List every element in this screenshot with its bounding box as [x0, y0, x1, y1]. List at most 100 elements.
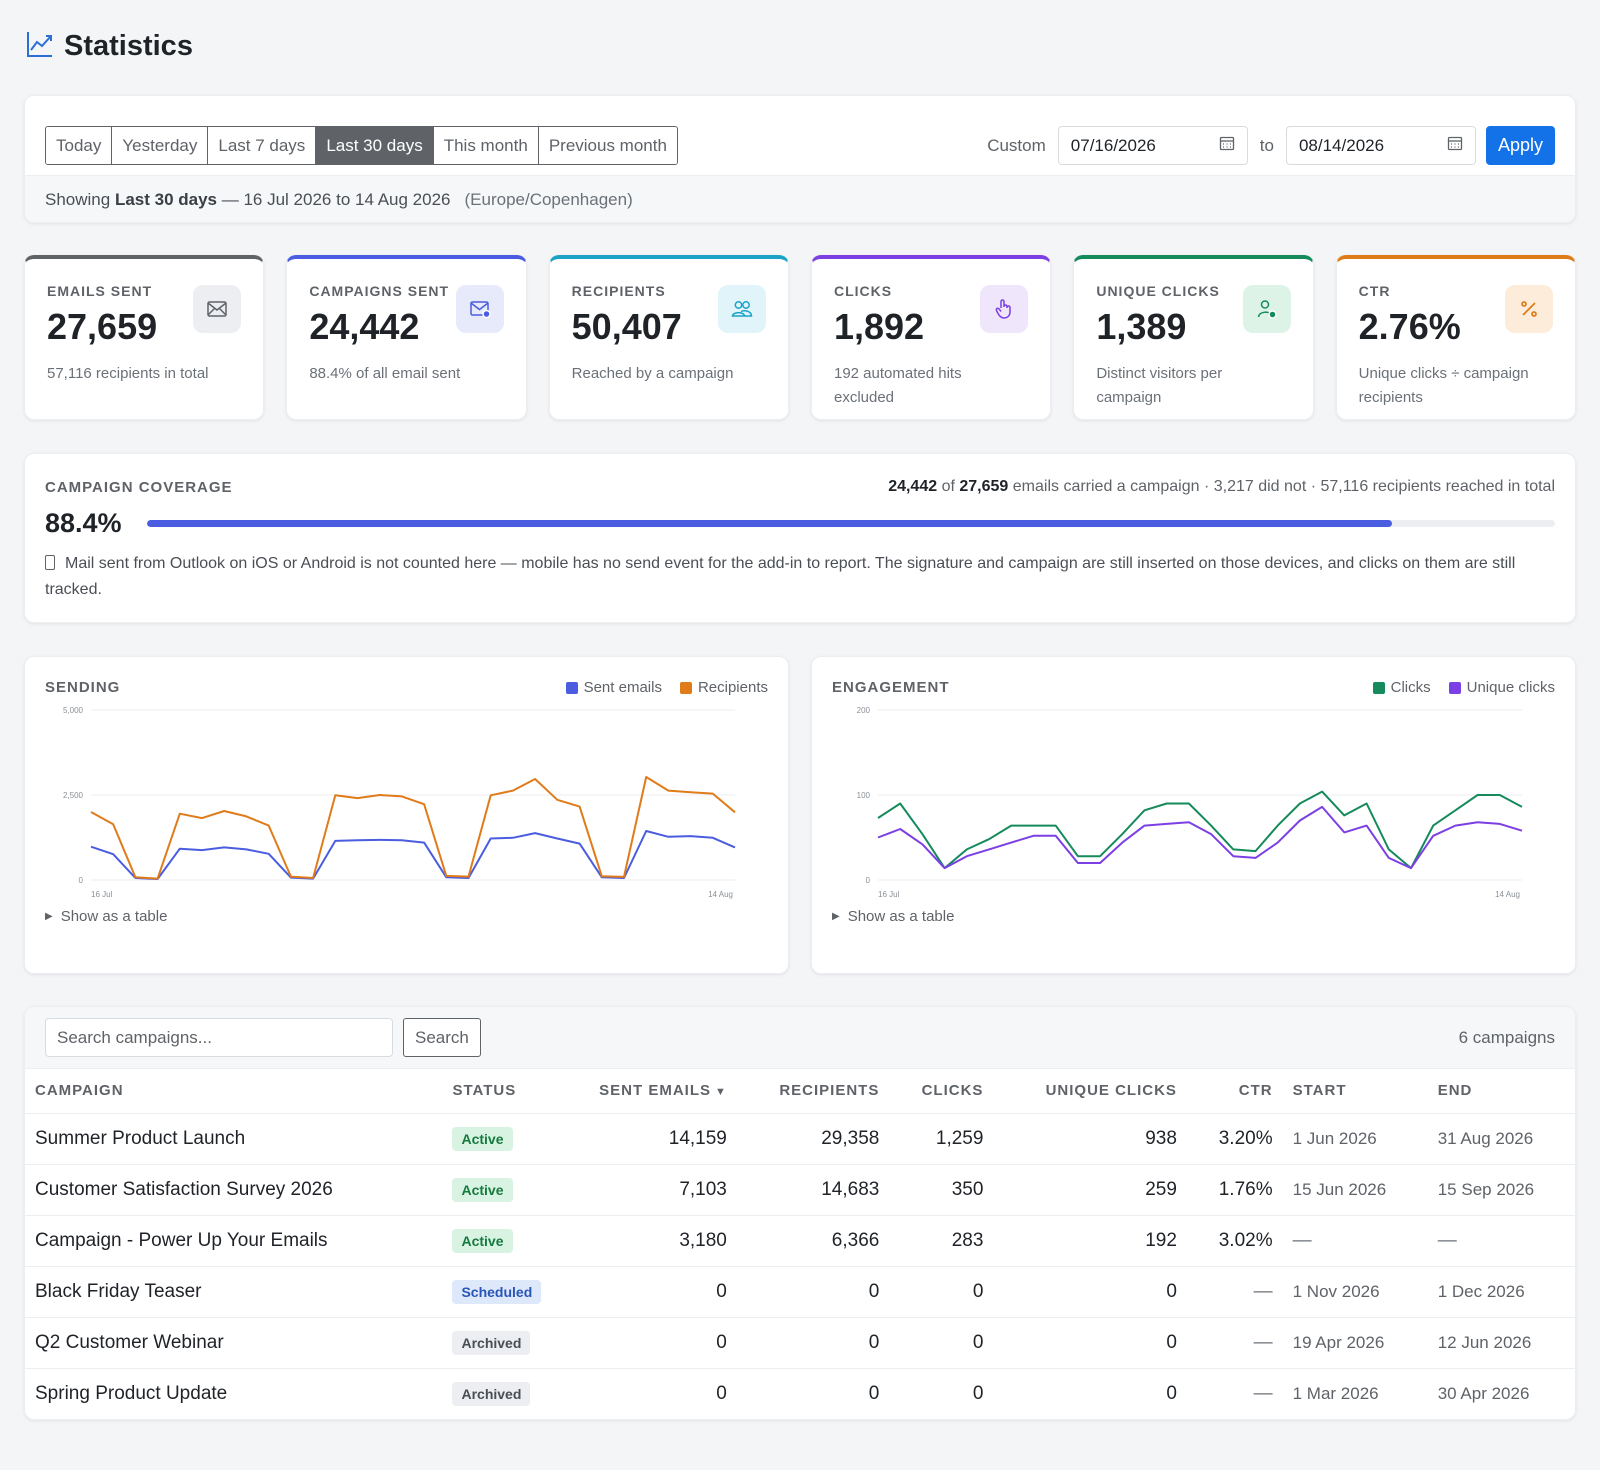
cell-sent: 7,103	[579, 1164, 737, 1216]
cell-status: Active	[442, 1164, 580, 1216]
apply-button[interactable]: Apply	[1485, 126, 1555, 165]
kpi-label: CAMPAIGNS SENT	[309, 283, 450, 299]
caret-right-icon: ▶	[832, 911, 840, 922]
column-header-label: SENT EMAILS	[599, 1082, 711, 1100]
kpi-card-clicks: CLICKS 1,892 192 automated hits excluded	[810, 255, 1052, 420]
cell-ctr: —	[1187, 1368, 1283, 1419]
legend-item: Clicks	[1372, 679, 1431, 696]
cell-unique: 192	[993, 1215, 1187, 1267]
to-date-field[interactable]: 08/14/2026	[1285, 126, 1476, 165]
date-filter-panel: Today Yesterday Last 7 days Last 30 days Thi…	[24, 95, 1576, 223]
cell-sent: 0	[579, 1368, 737, 1419]
column-header-end[interactable]: END	[1427, 1069, 1575, 1114]
engagement-chart-legend: Clicks Unique clicks	[1372, 679, 1555, 696]
kpi-label: CTR	[1358, 283, 1391, 299]
kpi-subtext: 88.4% of all email sent	[309, 365, 461, 382]
cell-ctr: —	[1186, 1266, 1283, 1318]
from-date-field[interactable]: 07/16/2026	[1057, 126, 1248, 165]
coverage-summary: 24,442 of 27,659 emails carried a campai…	[888, 478, 1555, 496]
user-check-icon	[1242, 285, 1291, 333]
series-line-clicks	[877, 790, 1523, 870]
cell-clicks: 283	[889, 1215, 994, 1267]
cell-status: Scheduled	[442, 1266, 580, 1318]
cell-value: 29,358	[821, 1127, 880, 1149]
column-header-recipients[interactable]: RECIPIENTS	[736, 1069, 890, 1114]
cell-value: Black Friday Teaser	[35, 1280, 202, 1302]
range-button-today[interactable]: Today	[46, 127, 113, 164]
cell-recipients: 6,366	[736, 1215, 890, 1267]
calendar-icon[interactable]	[1447, 135, 1463, 156]
table-row[interactable]: Customer Satisfaction Survey 2026 Active 7…	[25, 1164, 1575, 1216]
column-header-unique-clicks[interactable]: UNIQUE CLICKS	[993, 1069, 1187, 1114]
range-button-last-30-days[interactable]: Last 30 days	[316, 127, 434, 164]
cell-end: 12 Jun 2026	[1427, 1317, 1575, 1369]
campaign-coverage-card: CAMPAIGN COVERAGE 24,442 of 27,659 email…	[24, 453, 1576, 623]
legend-swatch	[565, 681, 578, 694]
search-button[interactable]: Search	[403, 1018, 481, 1057]
coverage-of: of	[941, 478, 955, 495]
cell-value: 14,159	[668, 1127, 727, 1149]
campaigns-table: CAMPAIGN STATUS SENT EMAILS ▼ RECIPIENTS CLIC…	[25, 1069, 1575, 1419]
cell-value: —	[1253, 1280, 1273, 1302]
cell-recipients: 0	[736, 1266, 890, 1318]
cell-value: 1 Dec 2026	[1437, 1281, 1525, 1301]
cell-value: 14,683	[821, 1178, 880, 1200]
range-button-this-month[interactable]: This month	[433, 127, 539, 164]
column-header-ctr[interactable]: CTR	[1186, 1069, 1283, 1114]
calendar-icon[interactable]	[1219, 135, 1235, 156]
kpi-subtext: Reached by a campaign	[571, 365, 734, 382]
engagement-chart-card: ENGAGEMENT Clicks Unique clicks 200 100 0 16…	[811, 656, 1576, 974]
custom-label: Custom	[987, 135, 1046, 155]
cell-value: 0	[716, 1280, 727, 1302]
engagement-show-table-toggle[interactable]: ▶ Show as a table	[832, 908, 1555, 925]
cell-campaign: Q2 Customer Webinar	[25, 1317, 443, 1369]
cell-value: 12 Jun 2026	[1437, 1332, 1532, 1352]
kpi-label: CLICKS	[833, 283, 893, 299]
cell-status: Archived	[442, 1317, 580, 1369]
page-title: Statistics	[64, 29, 193, 62]
table-row[interactable]: Campaign - Power Up Your Emails Active 3,1…	[25, 1215, 1575, 1267]
column-header-clicks[interactable]: CLICKS	[889, 1069, 994, 1114]
column-header-campaign[interactable]: CAMPAIGN	[25, 1069, 443, 1114]
range-button-last-7-days[interactable]: Last 7 days	[208, 127, 317, 164]
table-row[interactable]: Summer Product Launch Active 14,159 29,358 1…	[25, 1113, 1575, 1165]
cell-clicks: 350	[889, 1164, 994, 1216]
range-button-previous-month[interactable]: Previous month	[538, 127, 677, 164]
range-button-group: Today Yesterday Last 7 days Last 30 days Thi…	[45, 126, 678, 165]
table-row[interactable]: Q2 Customer Webinar Archived 0 0 0 0 — 19 Apr 2…	[25, 1317, 1575, 1369]
status-badge: Active	[452, 1228, 513, 1253]
cell-recipients: 0	[737, 1368, 889, 1419]
cell-status: Archived	[442, 1368, 579, 1419]
cell-ctr: —	[1186, 1317, 1283, 1369]
cell-value: 1,259	[935, 1127, 984, 1149]
showing-summary: Showing Last 30 days — 16 Jul 2026 to 14…	[25, 175, 1575, 222]
table-row[interactable]: Black Friday Teaser Scheduled 0 0 0 0 — 1 Nov 2…	[25, 1266, 1575, 1318]
column-header-start[interactable]: START	[1282, 1069, 1428, 1114]
kpi-value: 50,407	[571, 306, 682, 347]
campaign-search-input[interactable]	[45, 1018, 393, 1057]
cell-value: 0	[716, 1331, 727, 1353]
coverage-campaign-emails: 24,442	[888, 478, 938, 495]
series-line-unique-clicks	[877, 805, 1523, 870]
column-header-label: UNIQUE CLICKS	[1045, 1082, 1177, 1100]
range-button-yesterday[interactable]: Yesterday	[112, 127, 209, 164]
cell-end: 30 Apr 2026	[1428, 1368, 1575, 1419]
cell-value: 0	[972, 1331, 984, 1353]
table-row[interactable]: Spring Product Update Archived 0 0 0 0 — 1 Mar …	[25, 1368, 1575, 1419]
cell-value: —	[1437, 1229, 1457, 1251]
column-header-label: START	[1292, 1082, 1347, 1100]
sending-show-table-toggle[interactable]: ▶ Show as a table	[45, 908, 768, 925]
users-icon	[717, 285, 766, 333]
kpi-subtext: 192 automated hits excluded	[833, 365, 962, 406]
cell-value: 1 Mar 2026	[1292, 1383, 1379, 1403]
column-header-sent-emails[interactable]: SENT EMAILS ▼	[579, 1069, 737, 1114]
cell-unique: 0	[993, 1266, 1187, 1318]
cell-ctr: 1.76%	[1186, 1164, 1283, 1216]
cell-value: 0	[972, 1382, 984, 1404]
from-date-value: 07/16/2026	[1070, 135, 1156, 155]
cell-value: 0	[1166, 1280, 1177, 1302]
cell-value: 3.20%	[1218, 1127, 1273, 1149]
column-header-status[interactable]: STATUS	[442, 1069, 580, 1114]
cell-value: 19 Apr 2026	[1292, 1332, 1385, 1352]
sending-chart-title: SENDING	[45, 679, 121, 696]
